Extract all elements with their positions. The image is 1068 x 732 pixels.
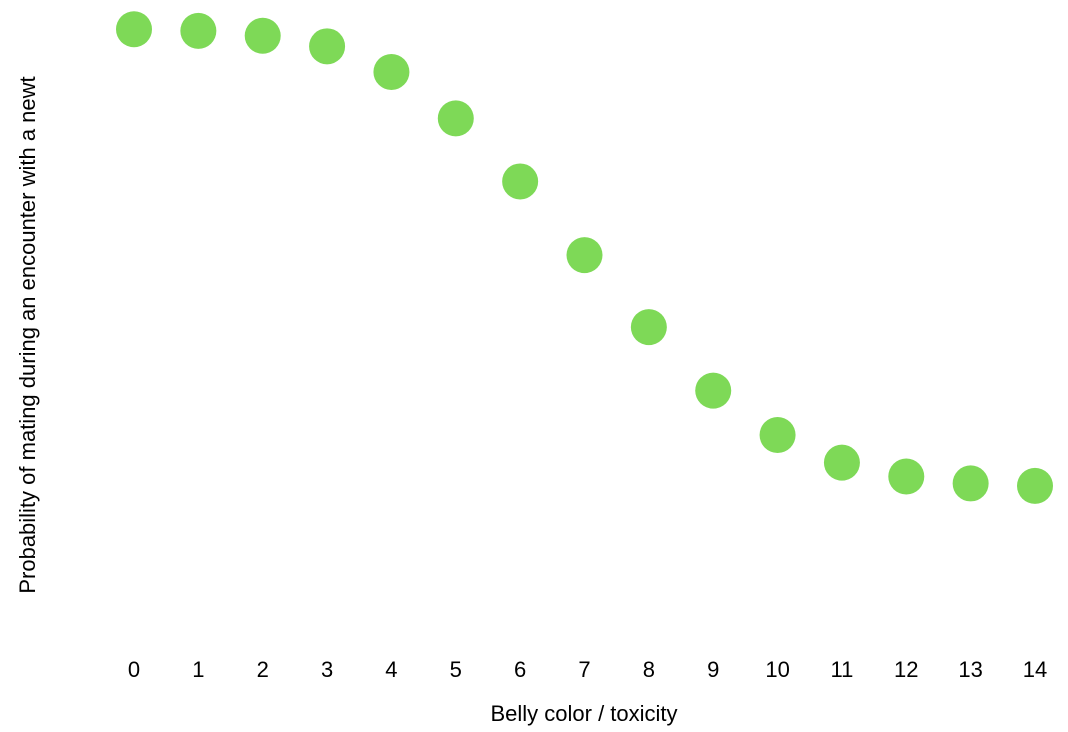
- data-points: [116, 11, 1053, 504]
- data-point-4: [373, 53, 410, 90]
- data-point-1: [180, 12, 217, 49]
- data-point-0: [116, 11, 152, 48]
- x-axis-ticks: 0 1 2 3 4 5 6 7 8 9 10 11 12 13 14: [128, 657, 1047, 682]
- data-point-10: [759, 417, 796, 453]
- data-point-8: [630, 309, 667, 346]
- data-point-11: [823, 444, 860, 481]
- x-tick-label-3: 3: [321, 657, 333, 682]
- data-point-9: [695, 372, 732, 409]
- x-tick-label-13: 13: [958, 657, 982, 682]
- data-point-5: [437, 100, 474, 137]
- data-point-12: [888, 458, 925, 495]
- x-tick-label-11: 11: [831, 657, 854, 682]
- y-axis-label: Probability of mating during an encounte…: [15, 76, 40, 593]
- x-tick-label-12: 12: [894, 657, 918, 682]
- data-point-6: [502, 163, 539, 200]
- x-tick-label-14: 14: [1023, 657, 1047, 682]
- x-tick-label-8: 8: [643, 657, 655, 682]
- data-point-13: [952, 465, 989, 502]
- data-point-7: [566, 237, 603, 274]
- x-tick-label-6: 6: [514, 657, 526, 682]
- x-tick-label-4: 4: [385, 657, 397, 682]
- data-point-2: [244, 17, 281, 54]
- x-tick-label-2: 2: [257, 657, 269, 682]
- x-tick-label-0: 0: [128, 657, 140, 682]
- x-tick-label-5: 5: [450, 657, 462, 682]
- data-point-3: [309, 28, 346, 65]
- x-tick-label-7: 7: [578, 657, 590, 682]
- x-tick-label-9: 9: [707, 657, 719, 682]
- x-tick-label-1: 1: [192, 657, 204, 682]
- data-point-14: [1017, 467, 1053, 504]
- x-axis-label: Belly color / toxicity: [490, 701, 677, 726]
- x-tick-label-10: 10: [765, 657, 789, 682]
